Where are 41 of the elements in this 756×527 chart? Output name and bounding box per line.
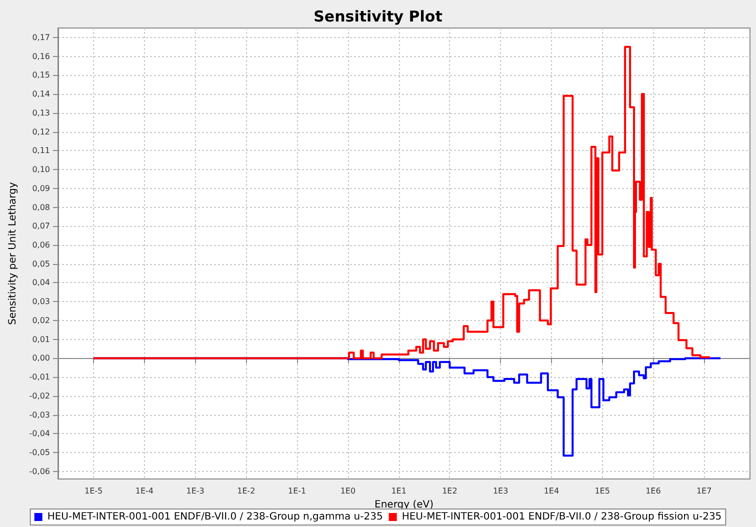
y-tick-label: 0,16 — [32, 52, 50, 61]
y-tick-label: 0,07 — [32, 222, 50, 231]
x-tick-label: 1E-5 — [84, 486, 103, 496]
chart-title: Sensitivity Plot — [314, 8, 442, 26]
y-tick-label: 0,13 — [32, 108, 50, 118]
x-tick-label: 1E-4 — [135, 486, 154, 496]
y-tick-label: -0,02 — [29, 391, 50, 400]
x-tick-label: 1E4 — [544, 486, 560, 496]
y-tick-label: 0,06 — [32, 240, 50, 250]
y-tick-label: 0,05 — [32, 259, 50, 268]
y-tick-label: -0,06 — [29, 466, 50, 476]
x-tick-label: 1E3 — [492, 486, 508, 496]
y-tick-label: 0,09 — [32, 184, 50, 193]
x-tick-label: 1E-2 — [237, 486, 256, 496]
y-tick-label: 0,08 — [32, 202, 50, 212]
y-tick-label: 0,01 — [32, 334, 50, 344]
x-tick-label: 1E0 — [340, 486, 356, 496]
x-tick-label: 1E5 — [594, 486, 610, 496]
x-tick-label: 1E-1 — [288, 486, 306, 496]
x-tick-label: 1E7 — [696, 486, 712, 496]
x-tick-label: 1E-3 — [186, 486, 204, 496]
y-tick-label: 0,04 — [32, 278, 50, 288]
y-axis-title: Sensitivity per Unit Lethargy — [8, 182, 18, 325]
x-tick-label: 1E6 — [646, 486, 661, 496]
y-tick-label: 0,17 — [32, 32, 50, 42]
y-tick-label: 0,03 — [32, 297, 50, 306]
y-tick-label: -0,04 — [29, 429, 50, 438]
y-tick-label: -0,03 — [29, 410, 50, 420]
y-tick-label: 0,10 — [32, 165, 50, 174]
y-tick-label: 0,02 — [32, 316, 50, 325]
x-tick-label: 1E2 — [442, 486, 458, 496]
y-tick-label: 0,11 — [32, 146, 50, 156]
y-tick-label: 0,14 — [32, 90, 50, 99]
y-tick-label: 0,15 — [32, 70, 50, 80]
y-tick-label: 0,00 — [32, 354, 50, 363]
legend-label: HEU-MET-INTER-001-001 ENDF/B-VII.0 / 238-Group n,gamma u-235 — [47, 512, 383, 522]
x-tick-label: 1E1 — [391, 486, 406, 496]
y-tick-label: -0,01 — [29, 372, 50, 382]
y-tick-label: -0,05 — [29, 448, 50, 458]
legend-label: HEU-MET-INTER-001-001 ENDF/B-VII.0 / 238-Group fission u-235 — [402, 512, 722, 522]
y-tick-label: 0,12 — [32, 127, 50, 136]
